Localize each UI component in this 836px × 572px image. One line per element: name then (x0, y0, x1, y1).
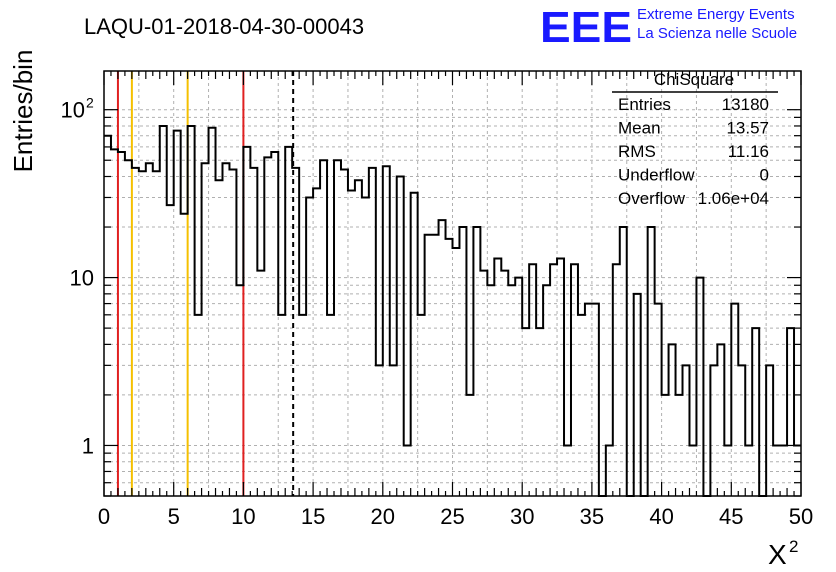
logo-line1: Extreme Energy Events (637, 6, 795, 23)
chart-title: LAQU-01-2018-04-30-00043 (84, 14, 364, 39)
stats-value: 0 (760, 166, 769, 185)
x-tick-label: 0 (98, 504, 110, 529)
y-tick-label-group: 10 2 (61, 95, 94, 123)
y-tick-label: 1 (82, 433, 94, 458)
stats-label: Underflow (618, 166, 695, 185)
stats-value: 13180 (722, 95, 769, 114)
x-tick-label: 30 (510, 504, 534, 529)
stats-label: Mean (618, 119, 661, 138)
histogram-curve (104, 124, 801, 497)
stats-label: Overflow (618, 189, 686, 208)
y-tick-label: 10 (61, 98, 85, 123)
x-tick-label: 40 (649, 504, 673, 529)
x-axis: 0 5 10 15 20 25 30 35 40 45 50 (98, 71, 813, 529)
y-tick-label-group: 10 (70, 266, 94, 291)
x-tick-label: 25 (440, 504, 464, 529)
x-tick-label: 20 (371, 504, 395, 529)
eee-logo: EEE Extreme Energy Events La Scienza nel… (540, 3, 797, 52)
stats-value: 11.16 (728, 142, 769, 161)
x-tick-label: 45 (719, 504, 743, 529)
x-tick-label: 35 (580, 504, 604, 529)
x-axis-label: X 2 (768, 537, 798, 570)
stats-label: Entries (618, 95, 671, 114)
x-axis-label-base: X (768, 539, 787, 570)
x-tick-label: 5 (168, 504, 180, 529)
y-tick-label: 10 (70, 266, 94, 291)
y-tick-label-group: 1 (82, 433, 94, 458)
logo-line2: La Scienza nelle Scuole (637, 25, 797, 42)
stats-value: 1.06e+04 (698, 189, 769, 208)
y-tick-label-sup: 2 (86, 95, 94, 111)
x-tick-label: 10 (231, 504, 255, 529)
x-tick-label: 50 (789, 504, 813, 529)
logo-mark: EEE (540, 3, 632, 52)
stats-box: ChiSquare Entries 13180 Mean 13.57 RMS 11.16 U… (612, 70, 778, 208)
x-tick-label: 15 (301, 504, 325, 529)
stats-label: RMS (618, 142, 656, 161)
x-axis-label-sup: 2 (789, 537, 798, 556)
reference-lines (116, 71, 295, 496)
stats-value: 13.57 (726, 119, 769, 138)
stats-title: ChiSquare (654, 70, 734, 89)
y-axis-label: Entries/bin (8, 50, 38, 173)
